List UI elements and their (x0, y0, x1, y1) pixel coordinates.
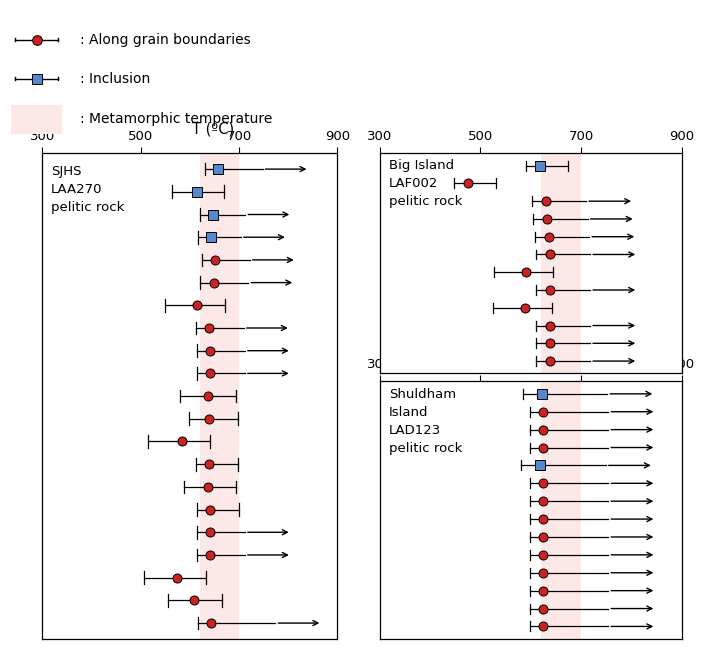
Text: Shuldham
Island
LAD123
pelitic rock: Shuldham Island LAD123 pelitic rock (389, 388, 462, 454)
Text: : Along grain boundaries: : Along grain boundaries (80, 33, 251, 47)
Text: Big Island
LAF002
pelitic rock: Big Island LAF002 pelitic rock (389, 158, 462, 208)
Text: T (ºC): T (ºC) (193, 122, 235, 137)
FancyBboxPatch shape (11, 105, 62, 134)
Bar (541, 381, 581, 639)
Text: : Inclusion: : Inclusion (80, 72, 150, 86)
Bar (541, 153, 581, 374)
Bar (200, 153, 239, 639)
Text: SJHS
LAA270
pelitic rock: SJHS LAA270 pelitic rock (51, 166, 124, 215)
Text: : Metamorphic temperature: : Metamorphic temperature (80, 112, 273, 126)
